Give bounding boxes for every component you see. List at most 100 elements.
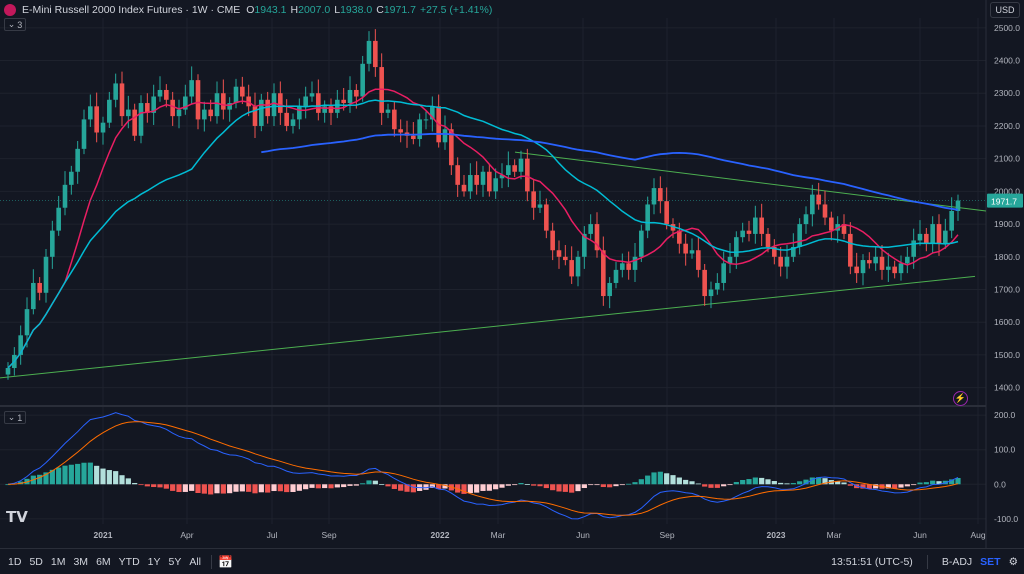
macd-histogram-bar xyxy=(759,477,765,485)
macd-histogram-bar xyxy=(5,484,11,486)
open-value: 1943.1 xyxy=(254,4,287,16)
macd-histogram-bar xyxy=(543,484,549,489)
macd-histogram-bar xyxy=(442,484,448,489)
candle-body xyxy=(100,122,106,133)
candle-body xyxy=(202,109,207,120)
candle-body xyxy=(550,230,555,251)
time-tick-label: Mar xyxy=(491,530,506,540)
candle-body xyxy=(81,119,87,149)
timeframe-ytd[interactable]: YTD xyxy=(118,555,140,568)
candle-body xyxy=(841,224,847,234)
last-price-tag: 1971.7 xyxy=(991,197,1017,207)
macd-histogram-bar xyxy=(499,484,505,488)
macd-histogram-bar xyxy=(505,484,511,486)
candle-body xyxy=(689,250,695,254)
timeframe-6m[interactable]: 6M xyxy=(96,555,111,568)
macd-histogram-bar xyxy=(860,484,866,489)
macd-histogram-bar xyxy=(429,484,435,488)
resistance-trendline xyxy=(514,151,987,212)
macd-histogram-bar xyxy=(512,484,518,486)
macd-histogram-bar xyxy=(683,479,689,485)
time-tick-label: Sep xyxy=(321,530,336,540)
macd-histogram-bar xyxy=(493,484,499,490)
lightning-icon[interactable]: ⚡ xyxy=(953,391,968,406)
candle-body xyxy=(715,282,720,290)
candle-body xyxy=(56,207,61,231)
macd-histogram-bar xyxy=(797,481,803,485)
macd-histogram-bar xyxy=(746,479,752,485)
timeframe-3m[interactable]: 3M xyxy=(73,555,89,568)
timeframe-1y[interactable]: 1Y xyxy=(147,555,161,568)
calendar-icon[interactable]: 📅 xyxy=(218,554,233,569)
macd-histogram-bar xyxy=(353,484,359,486)
candle-body xyxy=(898,263,904,274)
candle-body xyxy=(309,93,315,97)
indicator-tick-label: 100.0 xyxy=(994,445,1016,455)
candle-body xyxy=(791,246,796,257)
time-tick-label: Jul xyxy=(267,530,278,540)
bottom-right-controls: 13:51:51 (UTC-5) B-ADJ SET ⚙ xyxy=(831,549,1018,574)
candle-body xyxy=(170,99,175,117)
macd-histogram-bar xyxy=(613,484,619,487)
macd-histogram-bar xyxy=(182,484,188,492)
timeframe-all[interactable]: All xyxy=(189,555,202,568)
high-value: 2007.0 xyxy=(298,4,331,16)
candle-body xyxy=(632,256,638,270)
macd-histogram-bar xyxy=(765,479,771,485)
macd-histogram-bar xyxy=(189,484,195,491)
indicator-tick-label: 0.0 xyxy=(994,479,1006,489)
candle-body xyxy=(69,171,74,185)
macd-histogram-bar xyxy=(265,484,271,493)
set-button[interactable]: SET xyxy=(980,556,1001,568)
macd-histogram-bar xyxy=(702,484,708,487)
candle-body xyxy=(316,93,321,113)
settings-gear-icon[interactable]: ⚙ xyxy=(1008,556,1018,568)
macd-histogram-bar xyxy=(81,462,87,485)
candle-body xyxy=(208,109,213,117)
macd-histogram-bar xyxy=(866,484,872,489)
candle-body xyxy=(860,260,866,274)
macd-histogram-bar xyxy=(480,484,486,491)
pane1-collapse-button[interactable]: ⌄ 3 xyxy=(4,18,26,31)
candle-body xyxy=(94,106,99,133)
macd-histogram-bar xyxy=(556,484,562,492)
macd-histogram-bar xyxy=(955,477,961,485)
macd-histogram-bar xyxy=(214,484,220,494)
macd-histogram-bar xyxy=(163,484,169,489)
macd-histogram-bar xyxy=(873,484,879,489)
time-tick-label: 2023 xyxy=(767,530,786,540)
macd-histogram-bar xyxy=(176,484,182,493)
macd-histogram-bar xyxy=(575,484,581,492)
macd-histogram-bar xyxy=(904,484,910,487)
candle-body xyxy=(145,103,150,113)
candle-body xyxy=(607,282,612,297)
candle-body xyxy=(360,63,365,97)
candle-body xyxy=(582,233,587,257)
currency-button[interactable]: USD xyxy=(990,2,1020,18)
macd-histogram-bar xyxy=(322,484,328,489)
candle-body xyxy=(917,233,923,241)
macd-histogram-bar xyxy=(467,484,473,494)
candle-body xyxy=(506,165,511,176)
clock[interactable]: 13:51:51 (UTC-5) xyxy=(831,556,913,568)
timeframe-5y[interactable]: 5Y xyxy=(168,555,182,568)
candle-body xyxy=(905,256,910,264)
candle-body xyxy=(696,250,701,270)
chevron-down-icon: ⌄ xyxy=(7,19,16,29)
candle-body xyxy=(620,263,625,270)
timeframe-1d[interactable]: 1D xyxy=(8,555,22,568)
candle-body xyxy=(879,256,885,270)
badj-button[interactable]: B-ADJ xyxy=(941,556,973,568)
pane2-collapse-button[interactable]: ⌄ 1 xyxy=(4,411,26,424)
chart-canvas[interactable]: 1400.0 1500.0 1600.0 1700.0 1800.0 1900.0 2000… xyxy=(0,0,1024,548)
symbol-title[interactable]: E-Mini Russell 2000 Index Futures · 1W ·… xyxy=(22,4,241,16)
candle-body xyxy=(278,93,283,113)
ma-slow-line xyxy=(261,132,959,211)
timeframe-5d[interactable]: 5D xyxy=(29,555,43,568)
candle-body xyxy=(24,309,30,336)
price-tick-label: 2500.0 xyxy=(994,23,1020,33)
candle-body xyxy=(43,256,49,293)
timeframe-1m[interactable]: 1M xyxy=(50,555,66,568)
macd-histogram-bar xyxy=(708,484,714,488)
